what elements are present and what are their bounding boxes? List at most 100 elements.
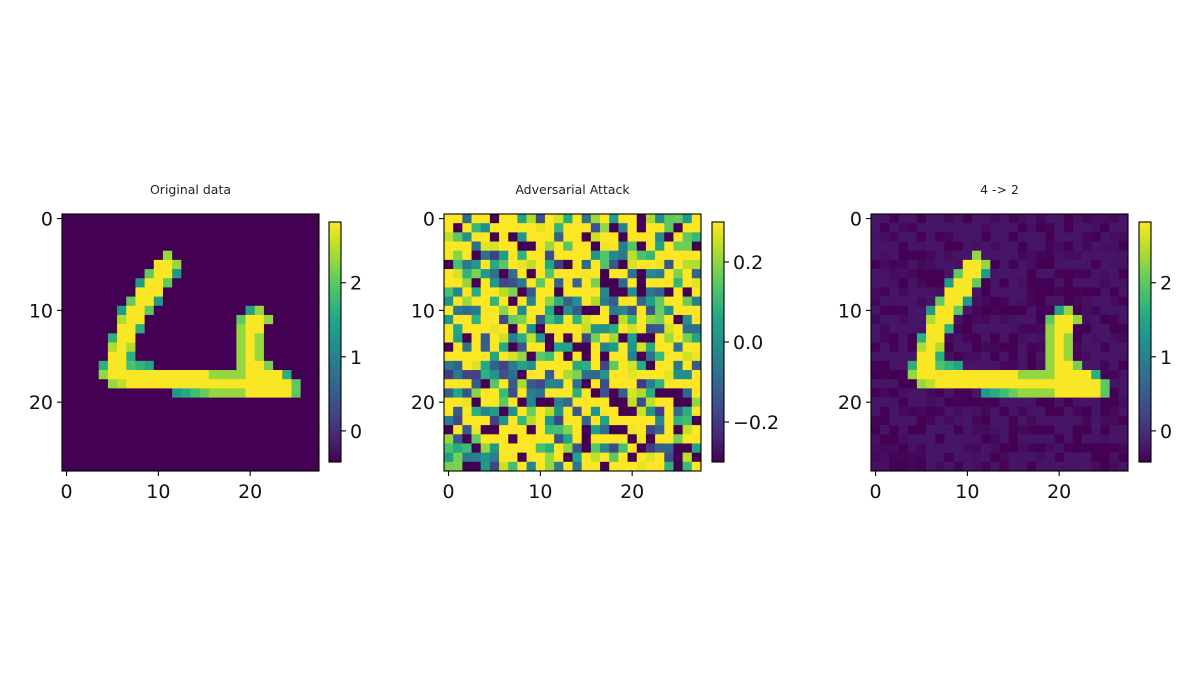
- heatmap-cell: [655, 314, 665, 325]
- heatmap-cell: [962, 296, 973, 307]
- heatmap-cell: [89, 370, 100, 380]
- heatmap-cell: [218, 241, 228, 252]
- heatmap-cell: [291, 223, 301, 233]
- heatmap-cell: [1008, 324, 1019, 334]
- heatmap-cell: [300, 250, 311, 261]
- heatmap-cell: [682, 397, 693, 408]
- heatmap-cell: [898, 241, 909, 252]
- heatmap-cell: [162, 333, 173, 343]
- heatmap-cell: [691, 214, 702, 224]
- heatmap-cell: [181, 388, 191, 398]
- heatmap-cell: [245, 305, 256, 316]
- heatmap-cell: [107, 278, 118, 288]
- heatmap-cell: [499, 333, 509, 343]
- heatmap-cell: [572, 461, 582, 472]
- heatmap-cell: [673, 461, 683, 472]
- heatmap-cell: [636, 232, 647, 242]
- heatmap-cell: [935, 397, 945, 408]
- heatmap-cell: [499, 443, 509, 453]
- heatmap-cell: [682, 305, 693, 316]
- heatmap-cell: [655, 406, 665, 417]
- heatmap-cell: [962, 314, 973, 325]
- heatmap-cell: [273, 351, 283, 362]
- heatmap-cell: [172, 333, 182, 343]
- heatmap-cell: [444, 223, 454, 233]
- heatmap-cell: [962, 241, 973, 252]
- heatmap-cell: [880, 333, 890, 343]
- heatmap-cell: [898, 415, 909, 426]
- heatmap-cell: [499, 425, 509, 435]
- heatmap-cell: [981, 250, 991, 261]
- heatmap-cell: [636, 425, 647, 435]
- heatmap-cell: [263, 259, 274, 270]
- heatmap-cell: [98, 360, 109, 371]
- heatmap-cell: [618, 415, 628, 426]
- heatmap-cell: [153, 379, 164, 389]
- heatmap-cell: [999, 241, 1009, 252]
- heatmap-cell: [916, 287, 927, 297]
- heatmap-cell: [135, 406, 145, 417]
- heatmap-cell: [71, 461, 81, 472]
- heatmap-cell: [508, 425, 518, 435]
- heatmap-cell: [135, 415, 145, 426]
- heatmap-cell: [1118, 333, 1129, 343]
- heatmap-cell: [489, 415, 500, 426]
- heatmap-cell: [172, 379, 182, 389]
- heatmap-cell: [62, 370, 72, 380]
- heatmap-cell: [453, 214, 463, 224]
- heatmap-cell: [1036, 324, 1046, 334]
- heatmap-cell: [153, 370, 164, 380]
- heatmap-cell: [1063, 314, 1074, 325]
- heatmap-cell: [655, 223, 665, 233]
- heatmap-cell: [254, 287, 265, 297]
- heatmap-cell: [190, 461, 200, 472]
- colorbar-tick-label: 0: [1160, 421, 1172, 443]
- heatmap-cell: [1082, 314, 1092, 325]
- heatmap-cell: [71, 342, 81, 352]
- heatmap-cell: [199, 425, 210, 435]
- heatmap-cell: [236, 461, 246, 472]
- heatmap-cell: [199, 461, 210, 472]
- heatmap-cell: [309, 214, 320, 224]
- heatmap-cell: [554, 425, 564, 435]
- heatmap-cell: [199, 223, 210, 233]
- heatmap-cell: [80, 241, 90, 252]
- heatmap-cell: [898, 461, 909, 472]
- heatmap-cell: [627, 360, 638, 371]
- heatmap-cell: [273, 324, 283, 334]
- heatmap-cell: [871, 333, 881, 343]
- heatmap-cell: [535, 397, 546, 408]
- heatmap-cell: [517, 388, 527, 398]
- heatmap-cell: [199, 214, 210, 224]
- heatmap-cell: [691, 241, 702, 252]
- heatmap-cell: [544, 232, 555, 242]
- heatmap-cell: [135, 434, 145, 444]
- heatmap-cell: [563, 232, 573, 242]
- heatmap-cell: [1008, 342, 1019, 352]
- heatmap-cell: [572, 360, 582, 371]
- heatmap-cell: [962, 250, 973, 261]
- heatmap-cell: [62, 305, 72, 316]
- heatmap-cell: [691, 461, 702, 472]
- heatmap-cell: [517, 425, 527, 435]
- heatmap-cell: [1072, 305, 1083, 316]
- heatmap-cell: [636, 379, 647, 389]
- heatmap-cell: [673, 305, 683, 316]
- heatmap-cell: [508, 333, 518, 343]
- heatmap-cell: [126, 370, 136, 380]
- heatmap-cell: [526, 415, 537, 426]
- heatmap-cell: [517, 379, 527, 389]
- heatmap-cell: [889, 360, 899, 371]
- heatmap-cell: [526, 241, 537, 252]
- heatmap-cell: [263, 269, 274, 279]
- heatmap-cell: [499, 324, 509, 334]
- heatmap-cell: [944, 461, 954, 472]
- heatmap-cell: [300, 269, 311, 279]
- heatmap-cell: [999, 259, 1009, 270]
- heatmap-cell: [673, 314, 683, 325]
- heatmap-cell: [889, 388, 899, 398]
- heatmap-cell: [300, 360, 311, 371]
- heatmap-cell: [489, 434, 500, 444]
- heatmap-cell: [144, 342, 155, 352]
- heatmap-cell: [172, 278, 182, 288]
